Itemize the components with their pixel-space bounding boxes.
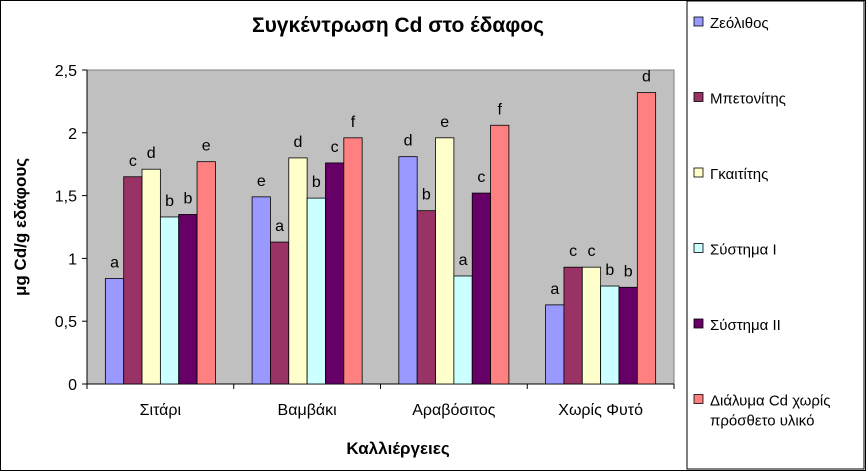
bar-significance-label: d (404, 133, 413, 150)
y-tick-label: 0 (68, 377, 77, 394)
bar-significance-label: e (202, 138, 211, 155)
x-tick-label: Χωρίς Φυτό (558, 402, 643, 419)
bar-significance-label: a (459, 252, 468, 269)
bar-significance-label: b (165, 193, 174, 210)
legend-swatch (693, 394, 704, 404)
bar-significance-label: c (569, 243, 577, 260)
bar (581, 266, 602, 385)
bar-significance-label: c (331, 139, 339, 156)
y-tick-label: 2 (68, 126, 77, 143)
bar-significance-label: c (129, 153, 137, 170)
legend-swatch (693, 243, 704, 253)
bar-significance-label: d (147, 145, 156, 162)
chart-title: Συγκέντρωση Cd στο έδαφος (252, 14, 544, 37)
bar (618, 286, 638, 385)
bar (159, 216, 180, 385)
y-tick-label: 1 (68, 251, 77, 268)
legend-label: Γκαιτίτης (710, 166, 768, 183)
bar (563, 266, 583, 385)
legend-box (686, 0, 865, 470)
legend-label: Ζεόλιθος (710, 15, 769, 32)
x-tick-label: Αραβόσιτος (412, 402, 496, 419)
x-tick-label: Σιτάρι (140, 402, 182, 419)
bar (325, 162, 345, 385)
bar (398, 156, 418, 385)
bar (435, 137, 455, 385)
bar-significance-label: a (110, 254, 119, 271)
bar (178, 214, 198, 385)
legend-label: Διάλυμα Cd χωρίς πρόσθετο υλικό (710, 393, 830, 430)
legend-label: Σύστημα Ι (710, 242, 777, 259)
bar-significance-label: a (275, 218, 284, 235)
legend-swatch (693, 167, 704, 178)
legend-swatch (693, 92, 704, 102)
y-axis-label: μg Cd/g εδάφους (11, 158, 30, 296)
bar (288, 157, 308, 385)
bar-significance-label: a (550, 281, 559, 298)
bar-significance-label: d (294, 134, 303, 151)
bar (306, 197, 326, 385)
bar (545, 304, 565, 385)
bar-significance-label: e (257, 173, 266, 190)
bar-significance-label: c (587, 243, 595, 260)
y-tick-label: 1,5 (55, 189, 77, 206)
bar-significance-label: b (312, 174, 321, 191)
bar-significance-label: e (440, 114, 449, 131)
bar-significance-label: d (642, 69, 651, 86)
legend-swatch (693, 16, 704, 27)
bar (141, 168, 161, 385)
x-axis-label: Καλλιέργειες (346, 439, 449, 458)
y-axis: 0 0,5 1 1,5 2 2,5 (55, 63, 88, 394)
bar (196, 161, 216, 385)
bar-significance-label: b (624, 263, 633, 280)
bar (123, 176, 143, 385)
bar-significance-label: b (183, 190, 192, 207)
bar (600, 285, 620, 385)
bar-significance-label: b (605, 262, 614, 279)
bar (104, 278, 125, 385)
x-tick-label: Βαμβάκι (278, 402, 338, 419)
bar (343, 137, 363, 385)
legend-swatch (693, 318, 704, 329)
legend: Ζεόλιθος Μπετονίτης Γκαιτίτης Σύστημα Ι Σύστ… (693, 15, 830, 430)
bar-significance-label: c (477, 169, 485, 186)
bar (471, 192, 491, 385)
x-axis: Σιτάρι Βαμβάκι Αραβόσιτος Χωρίς Φυτό (86, 383, 675, 419)
bar (453, 275, 473, 385)
bar-significance-label: b (422, 187, 431, 204)
y-tick-label: 0,5 (55, 314, 77, 331)
bar (636, 92, 657, 385)
y-tick-label: 2,5 (55, 63, 77, 80)
bar (416, 210, 436, 385)
bar (251, 196, 271, 385)
legend-label: Μπετονίτης (710, 91, 786, 108)
bar (270, 241, 290, 385)
bar-significance-label: f (351, 114, 356, 131)
bars (104, 92, 657, 385)
bar-significance-label: f (498, 101, 503, 118)
bar (490, 124, 510, 385)
legend-label: Σύστημα ΙΙ (710, 317, 781, 334)
